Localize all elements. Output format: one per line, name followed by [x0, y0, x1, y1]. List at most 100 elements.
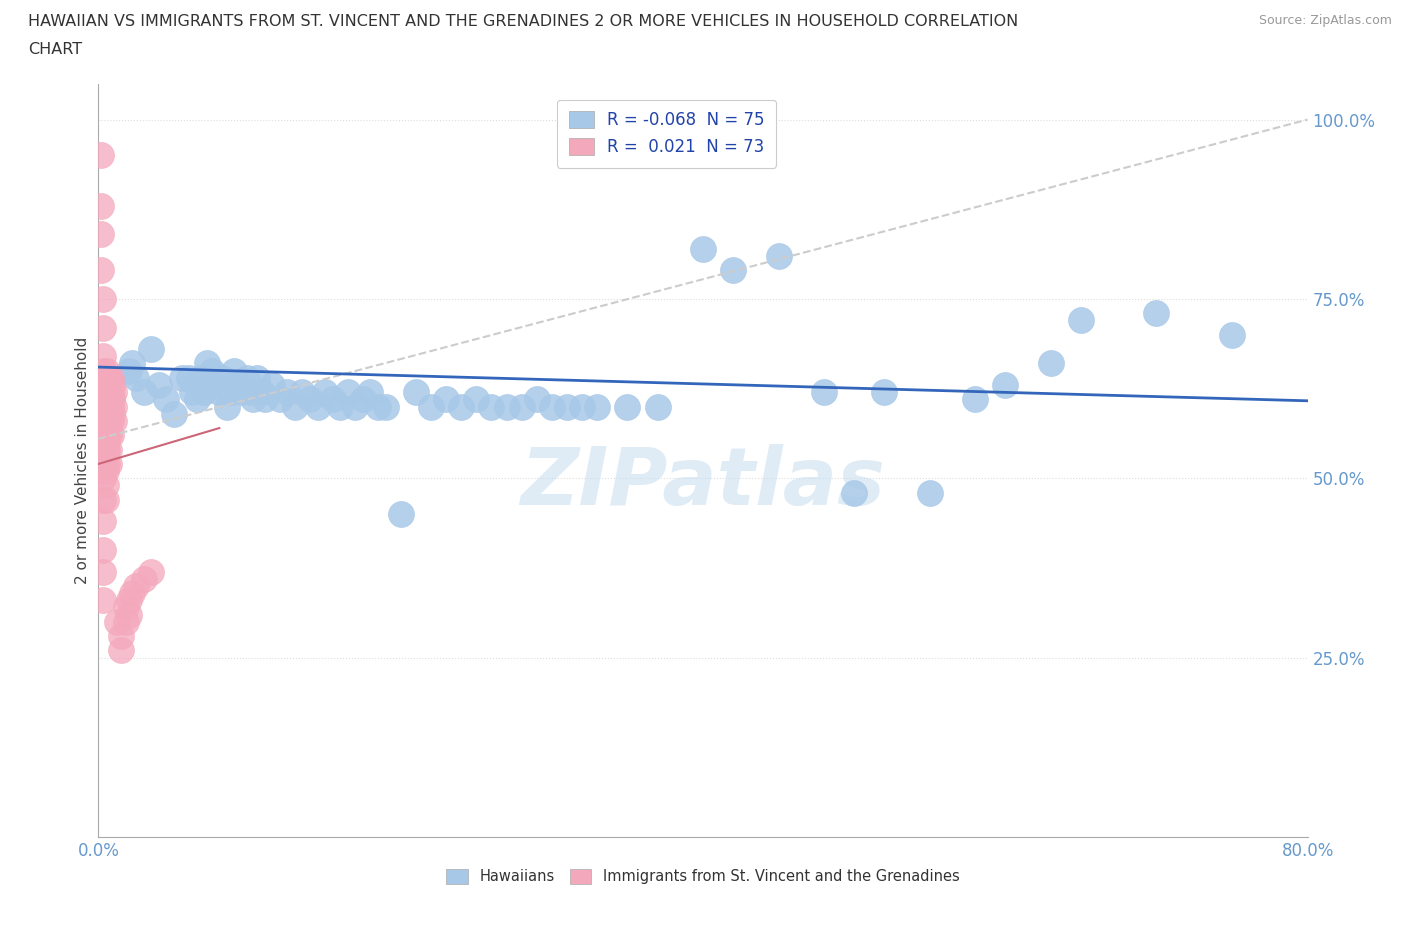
Point [242, 392, 264, 406]
Point [91, 514, 114, 529]
Point [647, 399, 669, 414]
Point [195, 356, 218, 371]
Point [181, 385, 204, 400]
Point [98, 442, 121, 457]
Point [96, 428, 118, 443]
Point [526, 392, 548, 406]
Point [121, 586, 143, 601]
Point [201, 364, 224, 379]
Point [284, 399, 307, 414]
Text: Source: ZipAtlas.com: Source: ZipAtlas.com [1258, 14, 1392, 27]
Point [170, 370, 193, 385]
Point [94, 399, 117, 414]
Point [90, 148, 112, 163]
Point [215, 399, 238, 414]
Point [813, 385, 835, 400]
Point [103, 399, 125, 414]
Point [586, 399, 609, 414]
Point [450, 399, 472, 414]
Point [96, 370, 118, 385]
Point [329, 399, 352, 414]
Point [186, 392, 208, 406]
Point [110, 643, 132, 658]
Point [132, 385, 155, 400]
Point [571, 399, 593, 414]
Point [100, 414, 122, 429]
Point [91, 370, 114, 385]
Point [91, 320, 114, 335]
Text: HAWAIIAN VS IMMIGRANTS FROM ST. VINCENT AND THE GRENADINES 2 OR MORE VEHICLES IN: HAWAIIAN VS IMMIGRANTS FROM ST. VINCENT … [28, 14, 1018, 29]
Point [307, 399, 329, 414]
Point [125, 370, 148, 385]
Point [299, 392, 322, 406]
Point [96, 364, 118, 379]
Point [510, 399, 533, 414]
Point [224, 364, 246, 379]
Text: CHART: CHART [28, 42, 82, 57]
Point [190, 370, 212, 385]
Point [481, 399, 503, 414]
Point [141, 341, 163, 356]
Point [118, 607, 141, 622]
Point [91, 592, 114, 607]
Point [98, 370, 121, 385]
Point [179, 370, 201, 385]
Point [367, 399, 389, 414]
Point [262, 378, 284, 392]
Point [465, 392, 488, 406]
Point [91, 291, 114, 306]
Point [155, 392, 177, 406]
Point [163, 406, 186, 421]
Point [231, 385, 253, 400]
Point [94, 414, 117, 429]
Point [873, 385, 896, 400]
Point [844, 485, 866, 500]
Point [96, 457, 118, 472]
Point [93, 457, 115, 472]
Point [768, 248, 790, 263]
Point [118, 592, 141, 607]
Point [205, 378, 228, 392]
Point [100, 399, 122, 414]
Point [90, 198, 112, 213]
Point [1220, 327, 1243, 342]
Point [100, 385, 122, 400]
Point [93, 364, 115, 379]
Point [98, 457, 121, 472]
Point [616, 399, 638, 414]
Point [291, 385, 314, 400]
Point [495, 399, 517, 414]
Point [114, 615, 136, 630]
Point [994, 378, 1017, 392]
Point [93, 420, 115, 435]
Point [389, 507, 412, 522]
Legend: Hawaiians, Immigrants from St. Vincent and the Grenadines: Hawaiians, Immigrants from St. Vincent a… [440, 863, 966, 890]
Y-axis label: 2 or more Vehicles in Household: 2 or more Vehicles in Household [75, 337, 90, 584]
Point [101, 378, 124, 392]
Point [94, 464, 117, 479]
Point [91, 399, 114, 414]
Point [918, 485, 941, 500]
Point [193, 385, 215, 400]
Point [93, 378, 115, 392]
Text: ZIPatlas: ZIPatlas [520, 444, 886, 522]
Point [723, 263, 745, 278]
Point [405, 385, 427, 400]
Point [91, 542, 114, 557]
Point [105, 615, 128, 630]
Point [253, 392, 276, 406]
Point [434, 392, 457, 406]
Point [211, 370, 233, 385]
Point [98, 414, 121, 429]
Point [96, 414, 118, 429]
Point [221, 385, 243, 400]
Point [101, 392, 124, 406]
Point [246, 370, 269, 385]
Point [96, 385, 118, 400]
Point [93, 392, 115, 406]
Point [91, 471, 114, 485]
Point [93, 435, 115, 450]
Point [91, 449, 114, 464]
Point [94, 385, 117, 400]
Point [90, 263, 112, 278]
